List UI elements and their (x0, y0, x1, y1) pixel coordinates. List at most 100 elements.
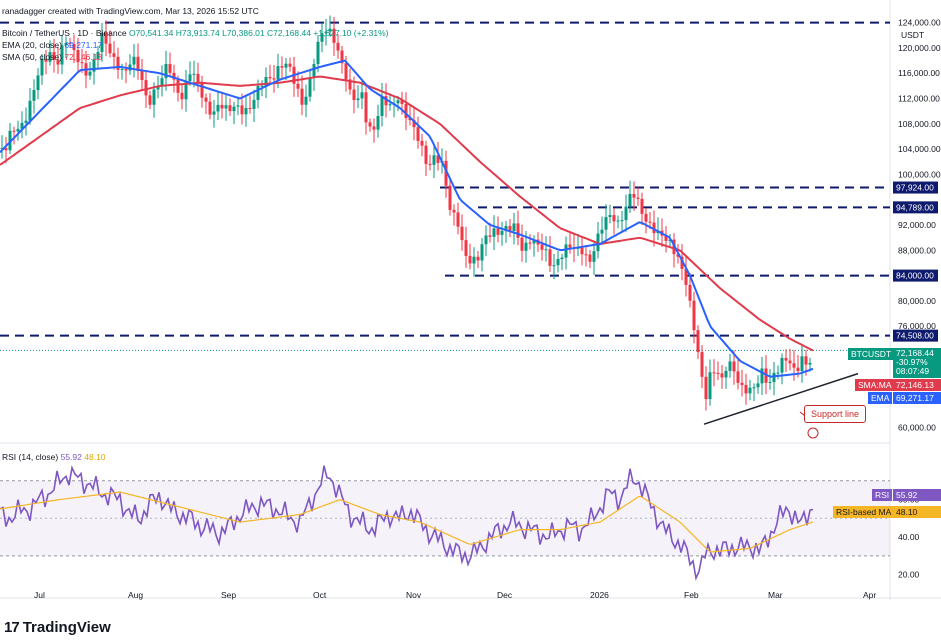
candle-body (624, 206, 628, 221)
rsi-axis-tick: 20.00 (898, 570, 920, 580)
candle-body (428, 163, 432, 165)
candle-body (500, 230, 504, 235)
candle-body (220, 104, 224, 109)
candle-body (456, 212, 460, 227)
candle-body (16, 128, 20, 132)
sma-legend[interactable]: SMA (50, close) 72,146.13 (2, 52, 102, 62)
candle-body (436, 155, 440, 163)
ohlc-high: H73,913.74 (175, 28, 220, 38)
candle-body (492, 228, 496, 237)
time-axis-tick: Feb (684, 590, 699, 600)
candle-body (616, 220, 620, 222)
candle-body (232, 106, 236, 112)
time-axis-tick: Apr (863, 590, 876, 600)
support-line-annotation[interactable]: Support line (804, 405, 867, 423)
candle-body (484, 235, 488, 245)
candle-body (460, 226, 464, 241)
candle-body (636, 197, 640, 199)
candle-body (804, 356, 808, 365)
candle-body (416, 127, 420, 141)
rsi-legend[interactable]: RSI (14, close) 55.92 48.10 (2, 452, 106, 462)
candle-body (100, 32, 104, 53)
candle-body (772, 372, 776, 383)
candle-body (268, 76, 272, 79)
price-axis-tick: 124,000.00 (898, 18, 941, 28)
candle-body (196, 73, 200, 84)
candle-body (468, 255, 472, 264)
candle-body (356, 98, 360, 101)
candle-body (352, 89, 356, 101)
symbol-title: Bitcoin / TetherUS · 1D · Binance (2, 28, 127, 38)
candle-body (20, 122, 24, 129)
candle-body (620, 220, 624, 222)
candle-body (800, 356, 804, 372)
candle-body (108, 43, 112, 54)
candle-body (692, 300, 696, 331)
candle-body (188, 74, 192, 82)
support-trend-line (703, 372, 859, 425)
price-axis-tick: 116,000.00 (898, 68, 940, 78)
candle-body (488, 235, 492, 237)
candle-body (36, 75, 40, 91)
candle-body (104, 32, 108, 44)
candle-body (412, 120, 416, 128)
candle-body (152, 89, 156, 105)
candle-body (172, 72, 176, 80)
candle-body (44, 58, 48, 62)
candle-body (788, 360, 792, 364)
candle-body (228, 105, 232, 112)
candle-body (520, 237, 524, 251)
candle-body (632, 193, 636, 198)
annotation-marker-icon (807, 427, 819, 439)
candle-body (588, 254, 592, 262)
symbol-price-badge: BTCUSDT (848, 348, 895, 360)
candle-body (708, 372, 712, 400)
candle-body (592, 251, 596, 262)
candle-body (344, 63, 348, 80)
candle-body (628, 193, 632, 207)
candle-body (236, 105, 240, 107)
symbol-legend[interactable]: Bitcoin / TetherUS · 1D · Binance O70,54… (2, 28, 388, 38)
candle-body (348, 79, 352, 90)
candle-body (332, 28, 336, 43)
candle-body (252, 99, 256, 109)
time-axis-tick: Mar (768, 590, 783, 600)
candle-body (508, 226, 512, 232)
level-axis-label: 97,924.00 (896, 183, 934, 193)
candle-body (192, 73, 196, 75)
sma-legend-label: SMA (50, close) (2, 52, 62, 62)
candle-body (48, 52, 52, 62)
ema-legend[interactable]: EMA (20, close) 69,271.17 (2, 40, 102, 50)
ohlc-low: L70,386.01 (222, 28, 265, 38)
rsi-axis-badge-value: 55.92 (893, 489, 941, 501)
candle-body (8, 130, 12, 151)
candle-body (648, 221, 652, 223)
rsi-ma-axis-badge-label: RSI-based MA (833, 506, 895, 518)
candle-body (308, 77, 312, 97)
candle-body (168, 63, 172, 73)
candle-body (540, 244, 544, 250)
candle-body (116, 56, 120, 70)
last-price-value: 72,168.44 (896, 348, 934, 358)
candle-body (780, 357, 784, 373)
candle-body (64, 42, 68, 46)
tradingview-brand[interactable]: 17 TradingView (4, 619, 111, 636)
candle-body (728, 361, 732, 371)
candle-body (388, 104, 392, 106)
candle-body (12, 130, 16, 132)
candle-body (176, 79, 180, 93)
candle-body (644, 213, 648, 222)
candle-body (132, 56, 136, 65)
candle-body (296, 83, 300, 89)
candle-body (244, 107, 248, 115)
candle-body (240, 105, 244, 115)
candle-body (516, 223, 520, 238)
level-axis-badge (893, 181, 938, 194)
candle-body (528, 242, 532, 244)
candle-body (360, 92, 364, 99)
level-axis-label: 74,508.00 (896, 331, 934, 341)
ema-legend-label: EMA (20, close) (2, 40, 62, 50)
candle-body (164, 63, 168, 79)
price-axis-tick: 88,000.00 (898, 245, 936, 255)
candle-body (40, 58, 44, 76)
